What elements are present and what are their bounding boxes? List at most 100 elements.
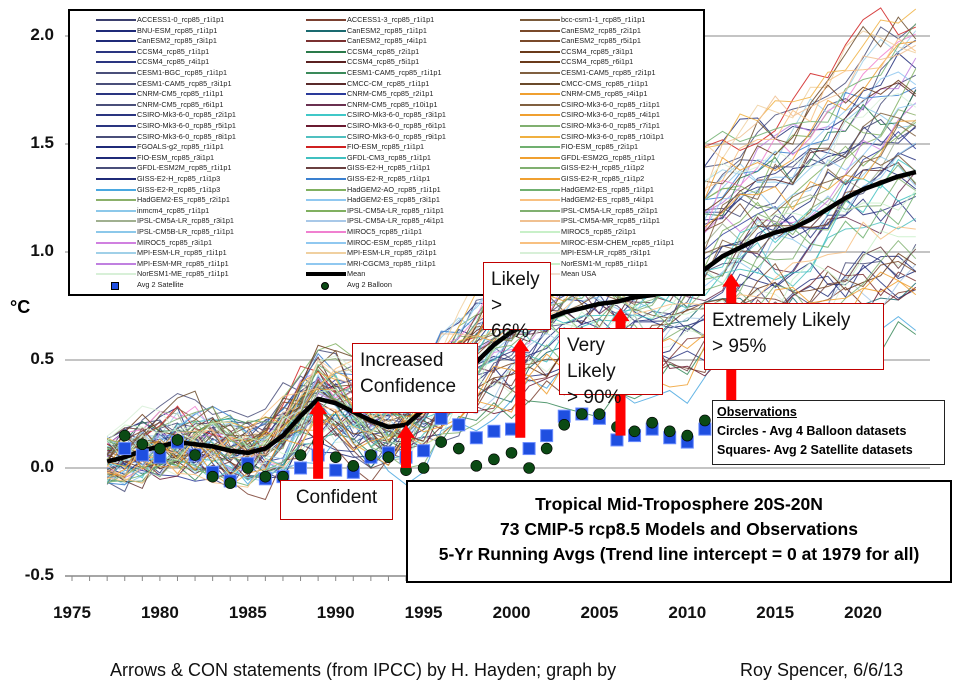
balloon-point xyxy=(663,425,676,438)
legend-swatch xyxy=(306,241,346,244)
balloon-point xyxy=(523,462,535,474)
legend-label: ACCESS1-3_rcp85_r1i1p1 xyxy=(347,15,435,24)
balloon-point xyxy=(488,453,500,466)
legend-swatch xyxy=(96,273,136,276)
callout-likely: Likely > 66% xyxy=(483,262,551,342)
x-tick-label: 2020 xyxy=(844,603,882,622)
legend-swatch xyxy=(96,231,136,233)
legend: ACCESS1-0_rcp85_r1i1p1 BNU-ESM_rcp85_r1i1… xyxy=(68,9,705,296)
satellite-point xyxy=(522,442,536,456)
legend-label: MPI-ESM-LR_rcp85_r1i1p1 xyxy=(137,248,227,258)
legend-label: CSIRO-Mk3-6-0_rcp85_r6i1p1 xyxy=(347,121,446,130)
model-line xyxy=(106,230,916,455)
legend-swatch xyxy=(306,93,346,96)
balloon-point xyxy=(294,449,307,461)
balloon-point xyxy=(576,408,588,420)
legend-swatch xyxy=(306,156,346,159)
legend-swatch xyxy=(306,209,346,212)
legend-swatch xyxy=(96,125,136,127)
model-line xyxy=(107,192,917,487)
balloon-point xyxy=(699,414,711,427)
balloon-point xyxy=(224,477,237,489)
legend-swatch xyxy=(96,188,136,191)
balloon-point xyxy=(206,470,219,483)
satellite-point xyxy=(540,429,554,443)
chart-subtitle: 73 CMIP-5 rcp8.5 Models and Observations xyxy=(500,519,858,539)
legend-swatch xyxy=(96,29,136,32)
legend-label: CSIRO-Mk3-6-0_rcp85_r3i1p1 xyxy=(347,110,446,120)
legend-swatch xyxy=(96,103,136,106)
legend-label: CSIRO-Mk3-6-0_rcp85_r10i1p1 xyxy=(561,131,665,141)
legend-swatch xyxy=(96,50,136,53)
legend-label: CCSM4_rcp85_r3i1p1 xyxy=(561,46,634,56)
legend-label: NorESM1-ME_rcp85_r1i1p1 xyxy=(137,269,229,279)
legend-swatch xyxy=(520,146,560,149)
legend-label: CSIRO-Mk3-6-0_rcp85_r8i1p1 xyxy=(137,131,236,141)
callout-text: > 90% xyxy=(567,387,622,408)
callout-text: > 66% xyxy=(491,295,530,342)
chart-title: Tropical Mid-Troposphere 20S-20N xyxy=(535,494,823,514)
legend-swatch xyxy=(520,103,560,106)
balloon-point xyxy=(242,462,254,474)
legend-swatch xyxy=(96,135,136,138)
balloon-point xyxy=(417,462,430,474)
legend-swatch xyxy=(520,220,560,223)
legend-label: CCSM4_rcp85_r2i1p1 xyxy=(347,46,420,56)
legend-label: GISS-E2-H_rcp85_r1i1p1 xyxy=(347,163,431,173)
satellite-point xyxy=(135,448,149,462)
legend-swatch xyxy=(520,72,560,74)
x-tick-label: 1995 xyxy=(404,603,443,622)
balloon-point xyxy=(593,408,606,420)
legend-swatch xyxy=(96,209,136,212)
balloon-point xyxy=(558,418,571,431)
legend-swatch xyxy=(520,231,560,233)
legend-label: GISS-E2-R_rcp85_r1i1p3 xyxy=(137,184,221,194)
satellite-point xyxy=(294,461,308,475)
legend-label: CSIRO-Mk3-6-0_rcp85_r4i1p1 xyxy=(561,110,660,120)
balloon-point xyxy=(118,429,131,442)
legend-label: GFDL-ESM2G_rcp85_r1i1p1 xyxy=(561,152,656,162)
legend-label: GFDL-ESM2M_rcp85_r1i1p1 xyxy=(137,163,232,173)
legend-swatch xyxy=(520,93,560,96)
callout-confident: Confident xyxy=(280,480,393,520)
legend-swatch xyxy=(520,167,560,170)
balloon-point xyxy=(435,436,447,448)
y-tick-label: 0.0 xyxy=(30,457,54,476)
callout-very-likely: Very Likely > 90% xyxy=(559,328,663,408)
legend-label: CCSM4_rcp85_r5i1p1 xyxy=(347,57,420,67)
balloon-point xyxy=(329,451,342,464)
legend-swatch xyxy=(520,19,560,21)
callout-text: Confidence xyxy=(360,376,457,397)
legend-label: FIO-ESM_rcp85_r2i1p1 xyxy=(561,142,639,152)
balloon-point xyxy=(347,460,360,472)
legend-label: MPI-ESM-LR_rcp85_r2i1p1 xyxy=(347,248,437,258)
legend-swatch xyxy=(96,114,136,117)
legend-swatch xyxy=(520,50,560,53)
balloon-point xyxy=(136,438,149,451)
legend-label: CSIRO-Mk3-6-0_rcp85_r5i1p1 xyxy=(137,121,236,130)
legend-swatch xyxy=(520,188,560,191)
y-tick-label: 2.0 xyxy=(30,25,54,44)
legend-swatch xyxy=(96,252,136,255)
satellite-point xyxy=(434,411,448,425)
legend-label: Mean xyxy=(347,269,366,279)
legend-label: FIO-ESM_rcp85_r1i1p1 xyxy=(347,142,425,152)
legend-swatch xyxy=(306,146,346,149)
x-tick-label: 2010 xyxy=(668,603,707,622)
legend-label: CCSM4_rcp85_r1i1p1 xyxy=(137,46,210,56)
observations-line: Squares- Avg 2 Satellite datasets xyxy=(717,443,913,457)
observations-line: Circles - Avg 4 Balloon datasets xyxy=(717,424,907,438)
legend-swatch xyxy=(306,167,346,170)
legend-label: HadGEM2-ES_rcp85_r2i1p1 xyxy=(137,195,230,205)
balloon-point xyxy=(382,451,395,464)
legend-label: CanESM2_rcp85_r4i1p1 xyxy=(347,36,427,46)
legend-label: CSIRO-Mk3-6-0_rcp85_r2i1p1 xyxy=(137,110,236,120)
legend-label: CMCC-CMS_rcp85_r1i1p1 xyxy=(561,78,649,88)
balloon-point xyxy=(505,447,518,459)
legend-swatch xyxy=(306,199,346,202)
balloon-point xyxy=(452,442,465,455)
satellite-point xyxy=(329,463,343,477)
legend-label: CanESM2_rcp85_r1i1p1 xyxy=(347,25,427,35)
legend-label: FIO-ESM_rcp85_r3i1p1 xyxy=(137,152,215,162)
arrow-head xyxy=(722,273,741,287)
